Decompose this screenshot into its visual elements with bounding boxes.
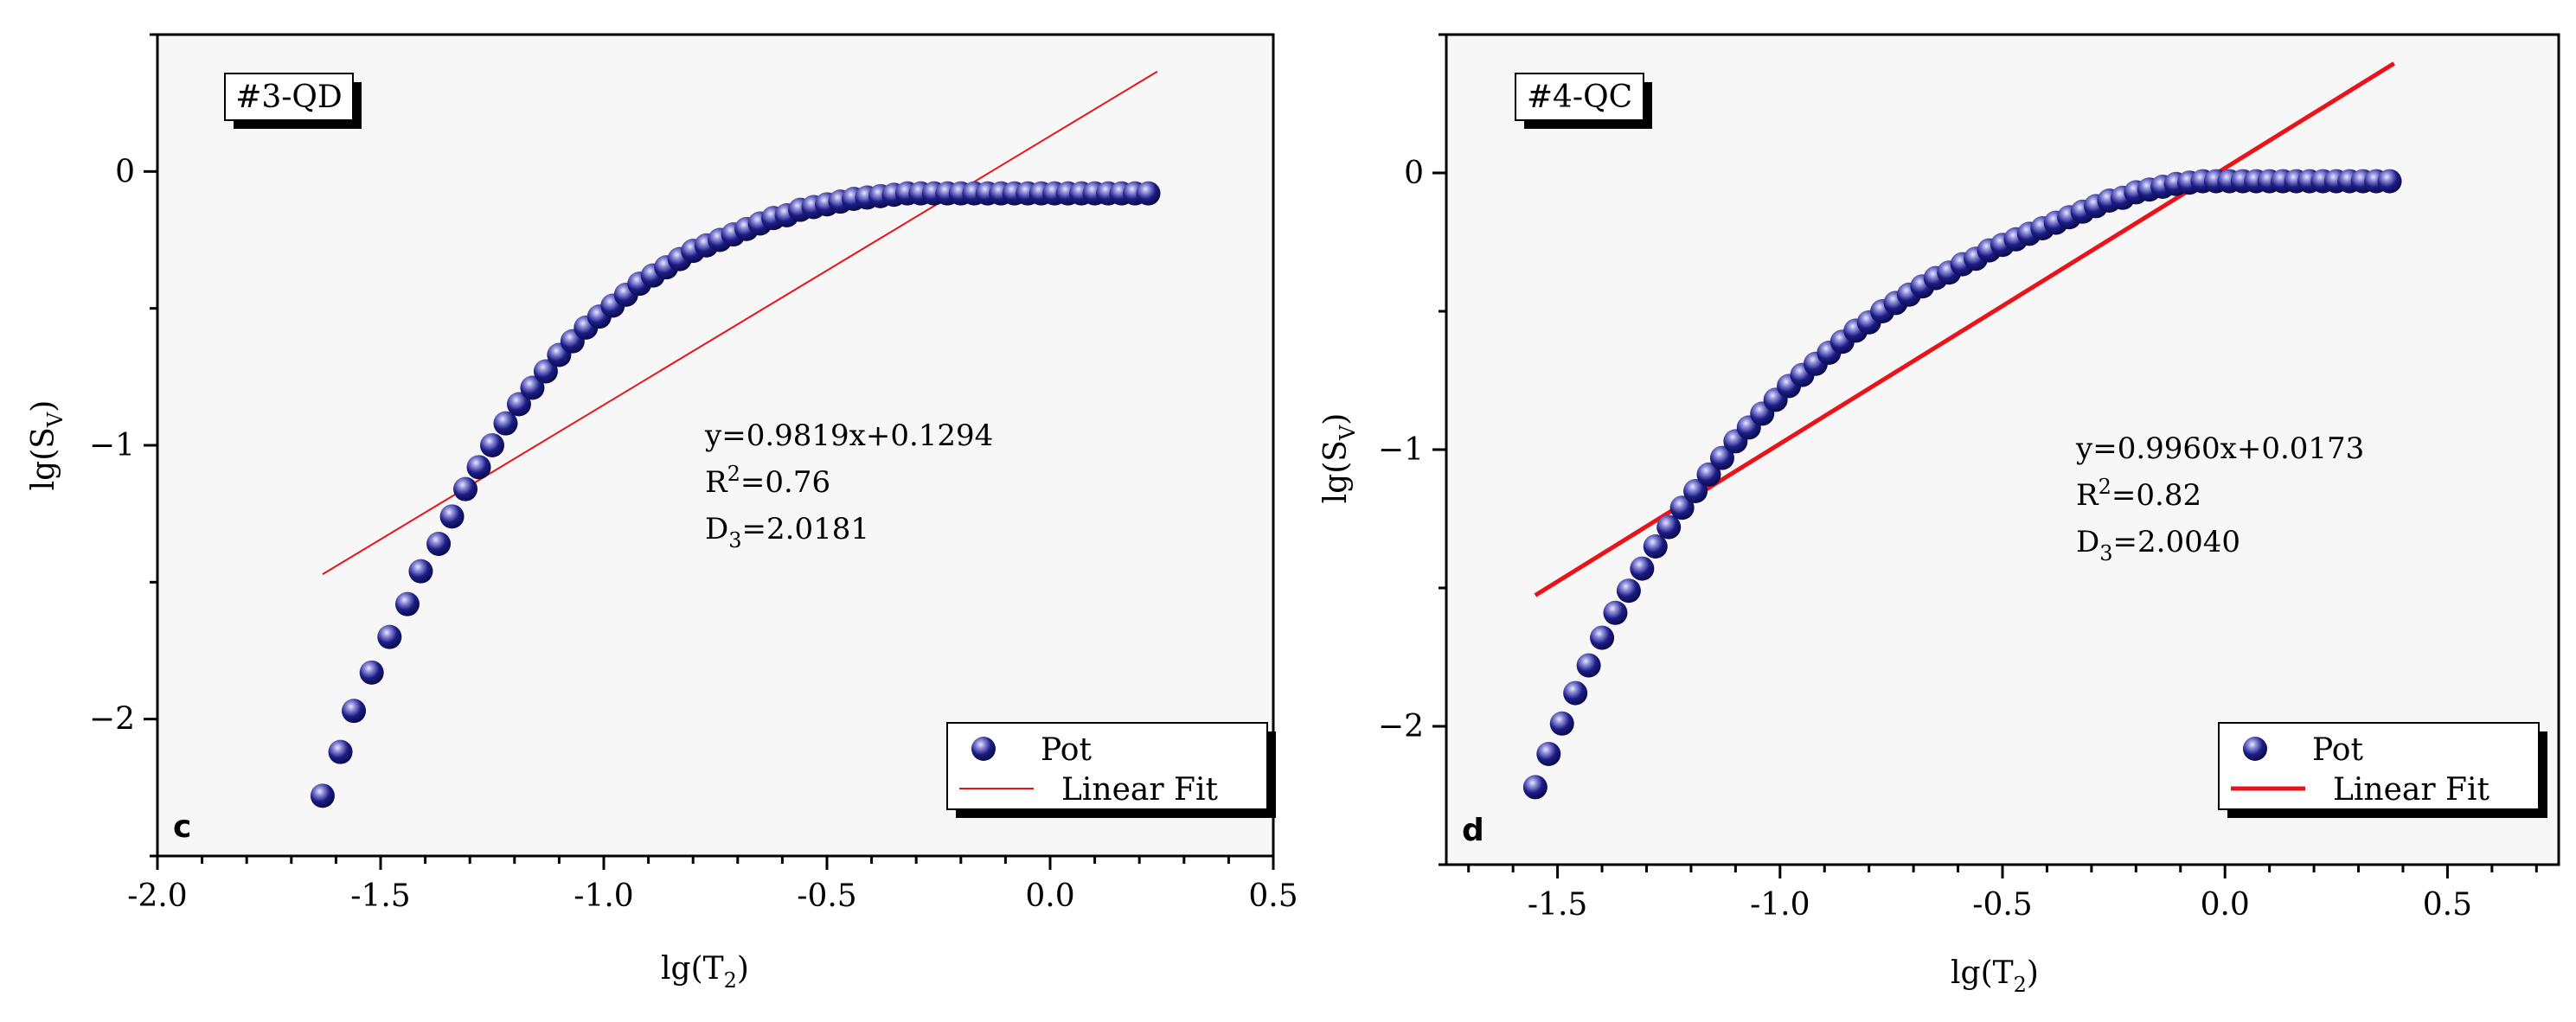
x-tick-label: -1.0 — [1750, 887, 1810, 923]
y-tick-label: −1 — [1378, 432, 1424, 468]
y-tick-label: 0 — [115, 154, 135, 189]
x-tick-label: 0.5 — [1248, 878, 1298, 914]
legend-box — [946, 722, 1268, 810]
data-point — [1643, 534, 1668, 559]
data-point — [493, 411, 518, 436]
legend-marker-pot — [2243, 737, 2267, 761]
panel-letter: c — [173, 809, 191, 845]
y-tick-label: −2 — [1378, 709, 1424, 744]
x-axis-title: lg(T2) — [1951, 955, 2039, 997]
plot-area-c — [156, 33, 1275, 858]
data-point — [1696, 462, 1721, 487]
data-point — [426, 532, 452, 556]
data-point — [1603, 600, 1628, 625]
data-point — [1669, 495, 1695, 521]
data-point — [506, 392, 531, 417]
data-point — [328, 739, 353, 764]
data-point — [453, 476, 478, 501]
fit-r-squared: R2=0.82 — [2076, 475, 2201, 513]
x-tick-label: -2.0 — [127, 878, 187, 914]
legend-label-linear-fit: Linear Fit — [1061, 772, 1219, 808]
y-tick-label: −1 — [89, 428, 135, 463]
x-tick-label: -1.0 — [574, 878, 633, 914]
data-point — [394, 591, 420, 616]
data-point — [1576, 653, 1601, 678]
sample-tag: #4-QC — [1527, 80, 1632, 115]
data-point — [480, 433, 504, 457]
legend-box — [2218, 722, 2540, 810]
sample-tag: #3-QD — [235, 80, 343, 115]
x-tick-label: -0.5 — [1972, 887, 2032, 923]
fit-equation: y=0.9960x+0.0173 — [2075, 431, 2364, 466]
data-point — [342, 699, 367, 724]
x-tick-label: 0.0 — [2201, 887, 2250, 923]
data-point — [1656, 514, 1682, 540]
sample-tag-box — [224, 73, 354, 121]
x-tick-label: -1.5 — [350, 878, 410, 914]
data-point — [533, 359, 558, 384]
y-axis-title: lg(SV) — [1318, 413, 1360, 504]
data-point — [1709, 445, 1734, 470]
y-tick-label: 0 — [1404, 156, 1424, 191]
x-tick-label: 0.0 — [1025, 878, 1074, 914]
fit-equation: y=0.9819x+0.1294 — [704, 418, 993, 453]
legend-label-pot: Pot — [1041, 732, 1092, 768]
data-point — [359, 660, 384, 685]
data-point — [1536, 742, 1561, 766]
data-point — [1563, 680, 1588, 706]
x-tick-label: -1.5 — [1528, 887, 1587, 923]
legend-marker-pot — [971, 737, 996, 761]
data-point — [1590, 625, 1615, 650]
data-point — [408, 559, 433, 584]
data-point — [1616, 578, 1641, 604]
data-point — [439, 504, 465, 529]
legend-label-pot: Pot — [2312, 732, 2363, 768]
data-point — [1549, 711, 1574, 736]
x-tick-label: -0.5 — [797, 878, 856, 914]
x-axis-title: lg(T2) — [661, 951, 749, 993]
legend-label-linear-fit: Linear Fit — [2333, 772, 2490, 808]
fractal-dimension: D3=2.0040 — [2076, 525, 2240, 565]
data-point — [1522, 775, 1548, 800]
y-axis-title: lg(SV) — [26, 400, 67, 491]
data-point — [310, 783, 335, 808]
data-point — [1630, 556, 1655, 581]
data-point — [1683, 479, 1708, 503]
sample-tag-box — [1515, 73, 1644, 121]
fit-r-squared: R2=0.76 — [705, 462, 830, 500]
y-tick-label: −2 — [89, 702, 135, 738]
data-point — [2377, 169, 2402, 194]
data-point — [466, 455, 491, 480]
x-tick-label: 0.5 — [2423, 887, 2472, 923]
panel-letter: d — [1462, 813, 1484, 848]
chart-panel-c: -2.0 -1.5 -1.0 -0.5 0.0 0.5 −2 −1 0 lg(T2) lg(SV) #… — [26, 33, 1298, 993]
data-point — [1136, 181, 1161, 206]
chart-panel-d: -1.5 -1.0 -0.5 0.0 0.5 −2 −1 0 lg(T2) lg(SV) #4-QC… — [1318, 33, 2560, 997]
data-point — [377, 624, 402, 649]
data-point — [520, 375, 545, 400]
